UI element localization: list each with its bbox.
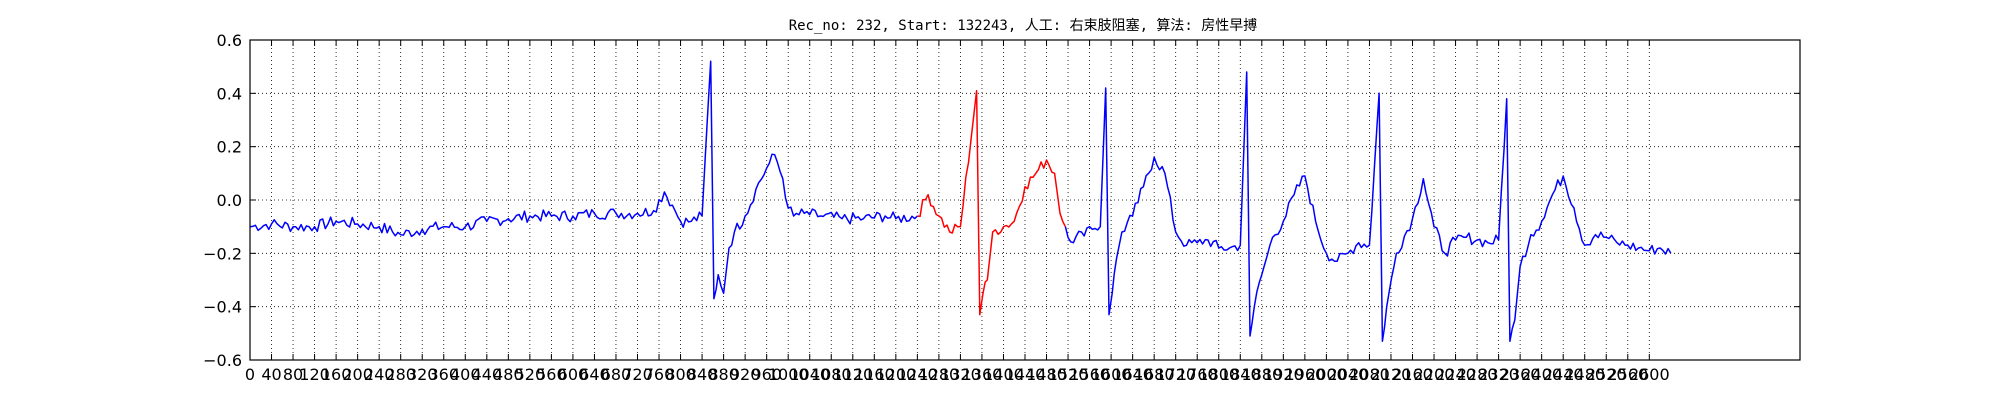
x-tick-label: 2600 [1629, 365, 1670, 384]
x-tick-label: 2200 [1414, 365, 1455, 384]
x-tick-label: 1560 [1069, 365, 1110, 384]
x-tick-label: 320 [407, 365, 438, 384]
x-tick-label: 520 [515, 365, 546, 384]
y-tick-label: 0.2 [217, 138, 242, 157]
x-tick-label: 2280 [1457, 365, 1498, 384]
x-tick-label: 640 [579, 365, 610, 384]
x-tick-label: 2440 [1543, 365, 1584, 384]
x-tick-label: 800 [665, 365, 696, 384]
x-tick-label: 2240 [1435, 365, 1476, 384]
y-tick-label: 0.0 [217, 191, 242, 210]
y-tick-label: −0.6 [203, 351, 242, 370]
x-tick-label: 2320 [1478, 365, 1519, 384]
x-tick-label: 1680 [1134, 365, 1175, 384]
x-tick-label: 1080 [811, 365, 852, 384]
x-tick-label: 2360 [1500, 365, 1541, 384]
x-tick-label: 1960 [1285, 365, 1326, 384]
y-tick-label: 0.4 [217, 84, 242, 103]
x-tick-label: 1760 [1177, 365, 1218, 384]
x-tick-label: 1280 [919, 365, 960, 384]
x-tick-label: 960 [751, 365, 782, 384]
x-axis: 0 40 8012016020024028032036040044048052056… [245, 40, 1670, 384]
x-tick-label: 1440 [1005, 365, 1046, 384]
x-tick-label: 1720 [1155, 365, 1196, 384]
x-tick-label: 1000 [768, 365, 809, 384]
x-tick-label: 2000 [1306, 365, 1347, 384]
x-tick-label: 2560 [1607, 365, 1648, 384]
series-line-2 [1064, 71, 1672, 343]
x-tick-label: 680 [601, 365, 632, 384]
x-tick-label: 1920 [1263, 365, 1304, 384]
grid [249, 39, 1800, 361]
series-line-1 [917, 89, 1067, 316]
x-tick-label: 1040 [789, 365, 830, 384]
x-tick-label: 1360 [962, 365, 1003, 384]
x-tick-label: 600 [558, 365, 589, 384]
x-tick-label: 120 [299, 365, 330, 384]
x-tick-label: 0 [245, 365, 255, 384]
x-tick-label: 560 [536, 365, 567, 384]
y-tick-label: 0.6 [217, 31, 242, 50]
x-tick-label: 280 [385, 365, 416, 384]
x-tick-label: 240 [364, 365, 395, 384]
x-tick-label: 480 [493, 365, 524, 384]
x-tick-label: 1520 [1048, 365, 1089, 384]
x-tick-label: 440 [472, 365, 503, 384]
x-tick-label: 2160 [1392, 365, 1433, 384]
x-tick-label: 1120 [832, 365, 873, 384]
x-tick-label: 1600 [1091, 365, 1132, 384]
x-tick-label: 880 [708, 365, 739, 384]
x-tick-label: 1160 [854, 365, 895, 384]
x-tick-label: 1320 [940, 365, 981, 384]
x-tick-label: 2120 [1371, 365, 1412, 384]
x-tick-label: 760 [644, 365, 675, 384]
x-tick-label: 1800 [1198, 365, 1239, 384]
x-tick-label: 840 [687, 365, 718, 384]
x-tick-label: 2080 [1349, 365, 1390, 384]
x-tick-label: 2520 [1586, 365, 1627, 384]
x-tick-label: 920 [730, 365, 761, 384]
x-tick-label: 2400 [1521, 365, 1562, 384]
x-tick-label: 160 [321, 365, 352, 384]
x-tick-label: 1640 [1112, 365, 1153, 384]
chart-title: Rec_no: 232, Start: 132243, 人工: 右束肢阻塞, 算… [789, 17, 1258, 34]
x-tick-label: 2040 [1328, 365, 1369, 384]
x-tick-label: 1840 [1220, 365, 1261, 384]
y-tick-label: −0.2 [203, 244, 242, 263]
x-tick-label: 1480 [1026, 365, 1067, 384]
series-line-0 [249, 60, 918, 300]
x-tick-label: 2480 [1564, 365, 1605, 384]
x-tick-label: 80 [283, 365, 303, 384]
y-axis: 0.6 0.4 0.2 0.0 −0.2 −0.4 −0.6 [203, 31, 1800, 370]
y-tick-label: −0.4 [203, 298, 242, 317]
x-tick-label: 720 [622, 365, 653, 384]
x-tick-label: 1880 [1241, 365, 1282, 384]
x-tick-label: 1400 [983, 365, 1024, 384]
x-tick-label: 400 [450, 365, 481, 384]
x-tick-label: 1240 [897, 365, 938, 384]
x-tick-label: 40 [261, 365, 281, 384]
x-tick-label: 200 [342, 365, 373, 384]
x-tick-label: 1200 [875, 365, 916, 384]
x-tick-label: 360 [428, 365, 459, 384]
series-lines [249, 60, 1672, 343]
